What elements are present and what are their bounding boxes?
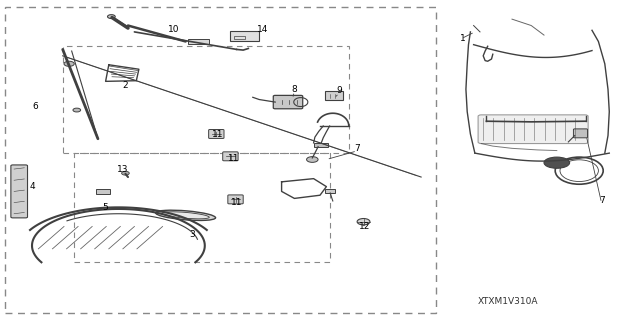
Text: 6: 6 bbox=[33, 102, 38, 111]
Bar bbox=[63, 46, 349, 153]
FancyBboxPatch shape bbox=[223, 152, 238, 161]
FancyBboxPatch shape bbox=[325, 91, 343, 100]
FancyBboxPatch shape bbox=[273, 95, 303, 109]
Text: 7: 7 bbox=[599, 196, 604, 205]
Ellipse shape bbox=[162, 212, 209, 219]
FancyBboxPatch shape bbox=[11, 165, 28, 218]
Text: 11: 11 bbox=[228, 154, 239, 163]
Bar bbox=[325, 189, 335, 193]
Text: 11: 11 bbox=[231, 198, 243, 207]
Circle shape bbox=[307, 157, 318, 162]
FancyBboxPatch shape bbox=[188, 39, 209, 44]
FancyBboxPatch shape bbox=[230, 31, 259, 41]
Text: 8: 8 bbox=[292, 85, 297, 94]
Text: 5: 5 bbox=[103, 203, 108, 212]
Text: 9: 9 bbox=[337, 86, 342, 95]
FancyBboxPatch shape bbox=[228, 195, 243, 204]
Text: 11: 11 bbox=[212, 130, 223, 139]
Circle shape bbox=[108, 15, 115, 19]
Text: 12: 12 bbox=[359, 222, 371, 231]
Circle shape bbox=[357, 219, 370, 225]
Bar bbox=[234, 36, 245, 39]
FancyBboxPatch shape bbox=[209, 130, 224, 138]
FancyBboxPatch shape bbox=[573, 129, 588, 138]
Circle shape bbox=[73, 108, 81, 112]
Circle shape bbox=[64, 61, 74, 66]
FancyBboxPatch shape bbox=[478, 115, 588, 144]
Bar bbox=[314, 143, 328, 147]
Text: 10: 10 bbox=[168, 25, 180, 34]
Text: 4: 4 bbox=[29, 182, 35, 191]
Text: 1: 1 bbox=[460, 34, 465, 43]
Text: XTXM1V310A: XTXM1V310A bbox=[477, 297, 538, 306]
Text: 2: 2 bbox=[123, 81, 128, 90]
Text: 7: 7 bbox=[355, 144, 360, 153]
Bar bbox=[74, 153, 330, 262]
FancyBboxPatch shape bbox=[96, 189, 110, 194]
Text: 13: 13 bbox=[117, 165, 129, 174]
Ellipse shape bbox=[156, 210, 216, 220]
Text: 3: 3 bbox=[189, 230, 195, 239]
Ellipse shape bbox=[544, 157, 570, 168]
Bar bbox=[5, 7, 436, 313]
Text: 14: 14 bbox=[257, 25, 268, 34]
Circle shape bbox=[122, 171, 129, 175]
